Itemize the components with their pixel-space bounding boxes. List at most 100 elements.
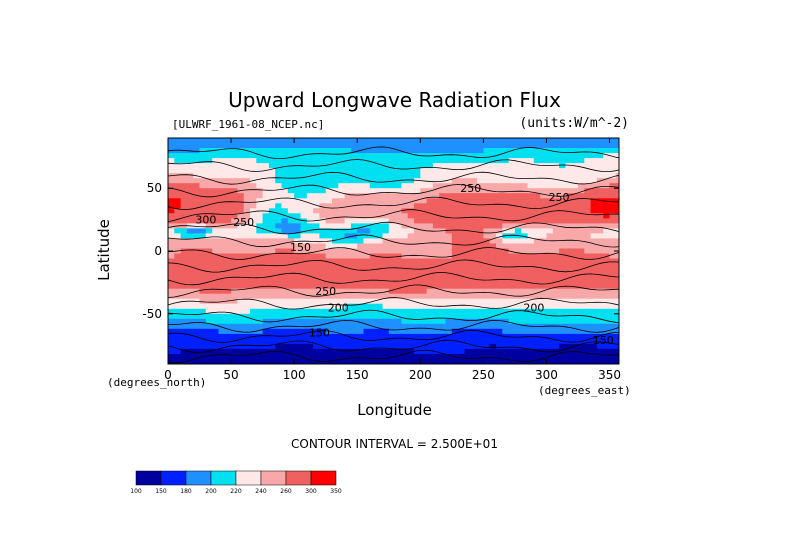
heatmap-cell bbox=[445, 203, 453, 209]
heatmap-cell bbox=[521, 243, 529, 250]
heatmap-cell bbox=[369, 148, 377, 154]
heatmap-cell bbox=[477, 258, 484, 265]
heatmap-cell bbox=[533, 243, 541, 250]
heatmap-cell bbox=[363, 153, 371, 159]
heatmap-cell bbox=[237, 293, 245, 300]
heatmap-cell bbox=[596, 213, 604, 219]
heatmap-cell bbox=[603, 233, 611, 239]
heatmap-cell bbox=[565, 298, 573, 305]
heatmap-cell bbox=[451, 238, 459, 244]
heatmap-cell bbox=[281, 354, 289, 360]
heatmap-cell bbox=[445, 153, 453, 159]
heatmap-cell bbox=[388, 263, 396, 270]
heatmap-cell bbox=[609, 293, 617, 300]
heatmap-cell bbox=[615, 188, 619, 194]
heatmap-cell bbox=[357, 333, 365, 340]
heatmap-cell bbox=[262, 138, 270, 144]
heatmap-cell bbox=[615, 243, 619, 250]
heatmap-cell bbox=[445, 163, 453, 169]
heatmap-cell bbox=[313, 318, 320, 325]
heatmap-cell bbox=[559, 273, 566, 280]
heatmap-cell bbox=[540, 359, 548, 364]
heatmap-cell bbox=[578, 359, 585, 364]
heatmap-cell bbox=[420, 238, 428, 244]
heatmap-cell bbox=[489, 338, 497, 345]
heatmap-cell bbox=[224, 333, 232, 340]
heatmap-cell bbox=[432, 208, 440, 214]
heatmap-cell bbox=[174, 168, 182, 174]
heatmap-cell bbox=[294, 273, 302, 280]
heatmap-cell bbox=[237, 153, 245, 159]
heatmap-cell bbox=[527, 158, 535, 164]
heatmap-cell bbox=[578, 158, 585, 164]
heatmap-cell bbox=[546, 293, 554, 300]
heatmap-cell bbox=[325, 218, 333, 224]
heatmap-cell bbox=[533, 163, 541, 169]
heatmap-cell bbox=[451, 188, 459, 194]
heatmap-cell bbox=[414, 253, 421, 260]
heatmap-cell bbox=[205, 233, 213, 239]
heatmap-cell bbox=[502, 348, 510, 355]
heatmap-cell bbox=[540, 213, 548, 219]
heatmap-cell bbox=[502, 233, 510, 239]
heatmap-cell bbox=[262, 273, 270, 280]
heatmap-cell bbox=[546, 208, 554, 214]
heatmap-cell bbox=[344, 293, 352, 300]
heatmap-cell bbox=[275, 243, 283, 250]
heatmap-cell bbox=[420, 248, 428, 255]
heatmap-cell bbox=[268, 203, 276, 209]
heatmap-cell bbox=[552, 298, 560, 305]
heatmap-cell bbox=[578, 228, 585, 234]
heatmap-cell bbox=[338, 203, 346, 209]
heatmap-cell bbox=[388, 198, 396, 204]
heatmap-cell bbox=[350, 348, 358, 355]
heatmap-cell bbox=[180, 354, 188, 360]
heatmap-cell bbox=[262, 168, 270, 174]
heatmap-cell bbox=[590, 323, 598, 330]
heatmap-cell bbox=[224, 198, 232, 204]
heatmap-cell bbox=[596, 218, 604, 224]
heatmap-cell bbox=[451, 183, 459, 189]
heatmap-cell bbox=[363, 203, 371, 209]
heatmap-cell bbox=[338, 288, 346, 295]
heatmap-cell bbox=[609, 193, 617, 199]
heatmap-cell bbox=[325, 233, 333, 239]
heatmap-cell bbox=[420, 168, 428, 174]
heatmap-cell bbox=[571, 233, 579, 239]
heatmap-cell bbox=[502, 273, 510, 280]
heatmap-cell bbox=[376, 208, 384, 214]
heatmap-cell bbox=[615, 318, 619, 325]
colorbar-label: 260 bbox=[280, 488, 292, 495]
heatmap-cell bbox=[451, 308, 459, 315]
heatmap-cell bbox=[344, 308, 352, 315]
heatmap-cell bbox=[458, 298, 466, 305]
heatmap-cell bbox=[186, 318, 194, 325]
heatmap-cell bbox=[168, 163, 175, 169]
heatmap-cell bbox=[268, 233, 276, 239]
heatmap-cell bbox=[319, 218, 327, 224]
heatmap-cell bbox=[186, 323, 194, 330]
heatmap-cell bbox=[275, 278, 283, 285]
heatmap-cell bbox=[300, 223, 308, 229]
heatmap-cell bbox=[256, 348, 264, 355]
heatmap-cell bbox=[256, 278, 264, 285]
heatmap-cell bbox=[401, 228, 409, 234]
heatmap-cell bbox=[426, 138, 434, 144]
heatmap-cell bbox=[401, 313, 409, 320]
heatmap-cell bbox=[540, 318, 548, 325]
heatmap-cell bbox=[546, 333, 554, 340]
heatmap-cell bbox=[275, 218, 283, 224]
heatmap-cell bbox=[325, 243, 333, 250]
heatmap-cell bbox=[369, 303, 377, 310]
heatmap-cell bbox=[584, 263, 592, 270]
heatmap-cell bbox=[344, 243, 352, 250]
heatmap-cell bbox=[325, 268, 333, 275]
heatmap-cell bbox=[445, 158, 453, 164]
heatmap-cell bbox=[376, 318, 384, 325]
heatmap-cell bbox=[401, 288, 409, 295]
heatmap-cell bbox=[338, 359, 346, 364]
heatmap-cell bbox=[546, 188, 554, 194]
heatmap-cell bbox=[584, 318, 592, 325]
heatmap-cell bbox=[224, 253, 232, 260]
heatmap-cell bbox=[357, 153, 365, 159]
